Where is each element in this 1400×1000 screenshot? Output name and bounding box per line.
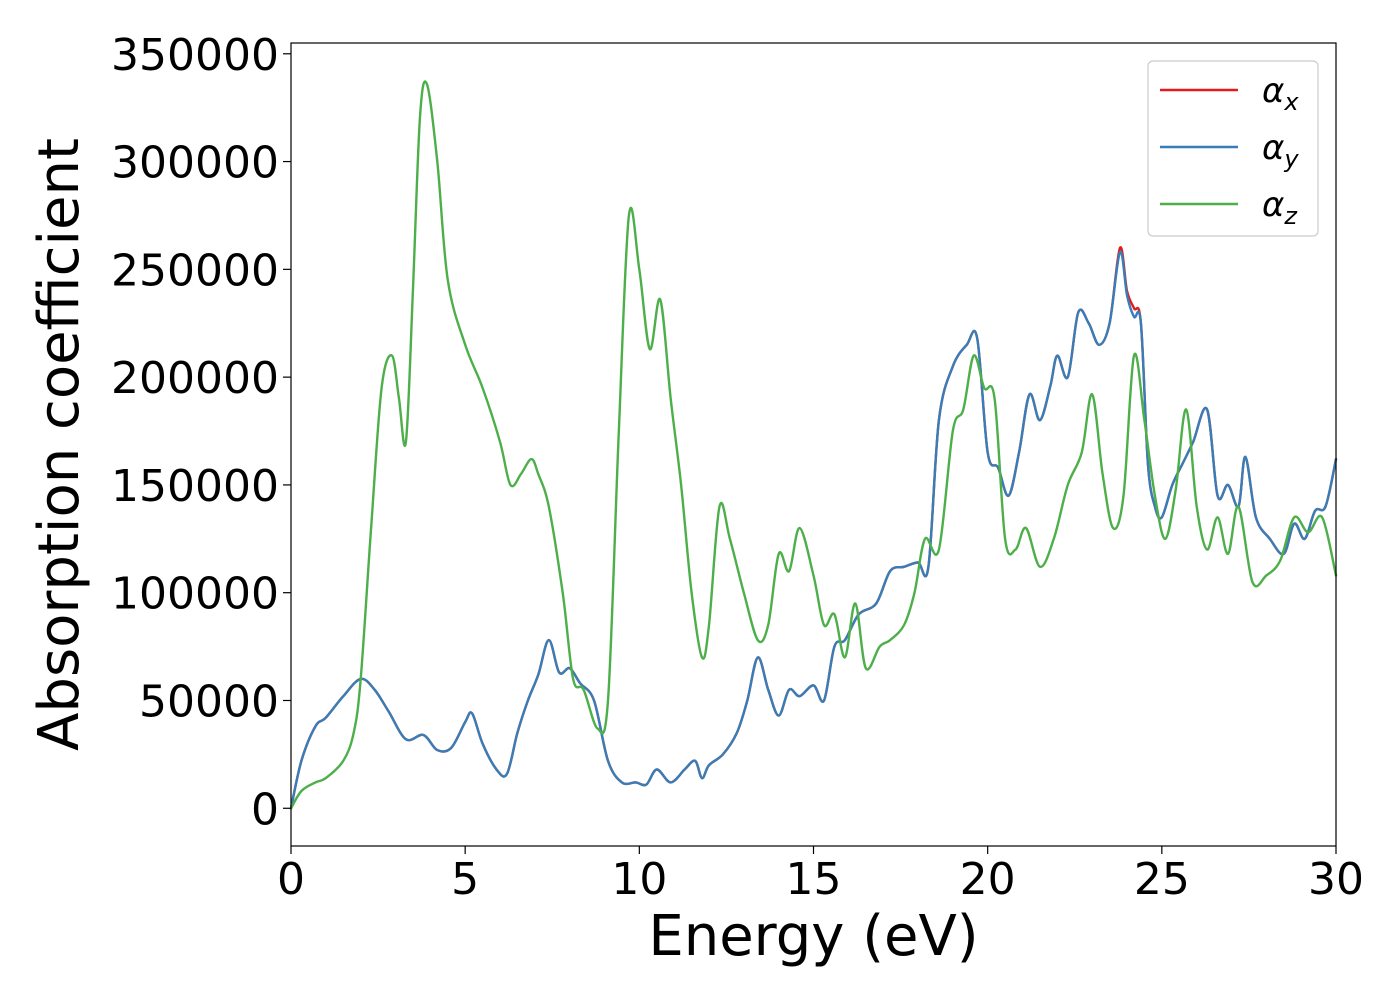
y-tick-label: 350000 (111, 30, 279, 81)
series-line-y (289, 250, 1338, 810)
y-tick-label: 100000 (111, 569, 279, 620)
y-tick-label: 0 (251, 784, 279, 835)
x-tick-label: 10 (611, 854, 667, 905)
x-tick-label: 30 (1308, 854, 1364, 905)
series-line-z (289, 80, 1338, 810)
legend-label-z: αz (1262, 185, 1298, 230)
y-tick-label: 300000 (111, 138, 279, 189)
y-axis-label: Absorption coefficient (27, 138, 92, 751)
legend-label-x: αx (1262, 71, 1299, 116)
y-tick-label: 150000 (111, 461, 279, 512)
x-tick-label: 20 (960, 854, 1016, 905)
y-tick-label: 200000 (111, 353, 279, 404)
x-tick-label: 5 (451, 854, 479, 905)
series-line-x (289, 246, 1338, 810)
y-axis: 0 50000 100000 150000 200000 250000 300000 3500… (111, 30, 291, 835)
x-axis: 0 5 10 15 20 25 30 (277, 846, 1364, 905)
x-axis-label: Energy (eV) (648, 904, 978, 969)
x-tick-label: 25 (1134, 854, 1190, 905)
y-tick-label: 250000 (111, 245, 279, 296)
y-tick-label: 50000 (139, 676, 279, 727)
legend-label-y: αy (1262, 128, 1299, 173)
plot-lines (289, 80, 1338, 810)
x-tick-label: 0 (277, 854, 305, 905)
legend-box (1147, 60, 1319, 237)
x-tick-label: 15 (786, 854, 842, 905)
legend: αx αy αz (1147, 60, 1319, 237)
